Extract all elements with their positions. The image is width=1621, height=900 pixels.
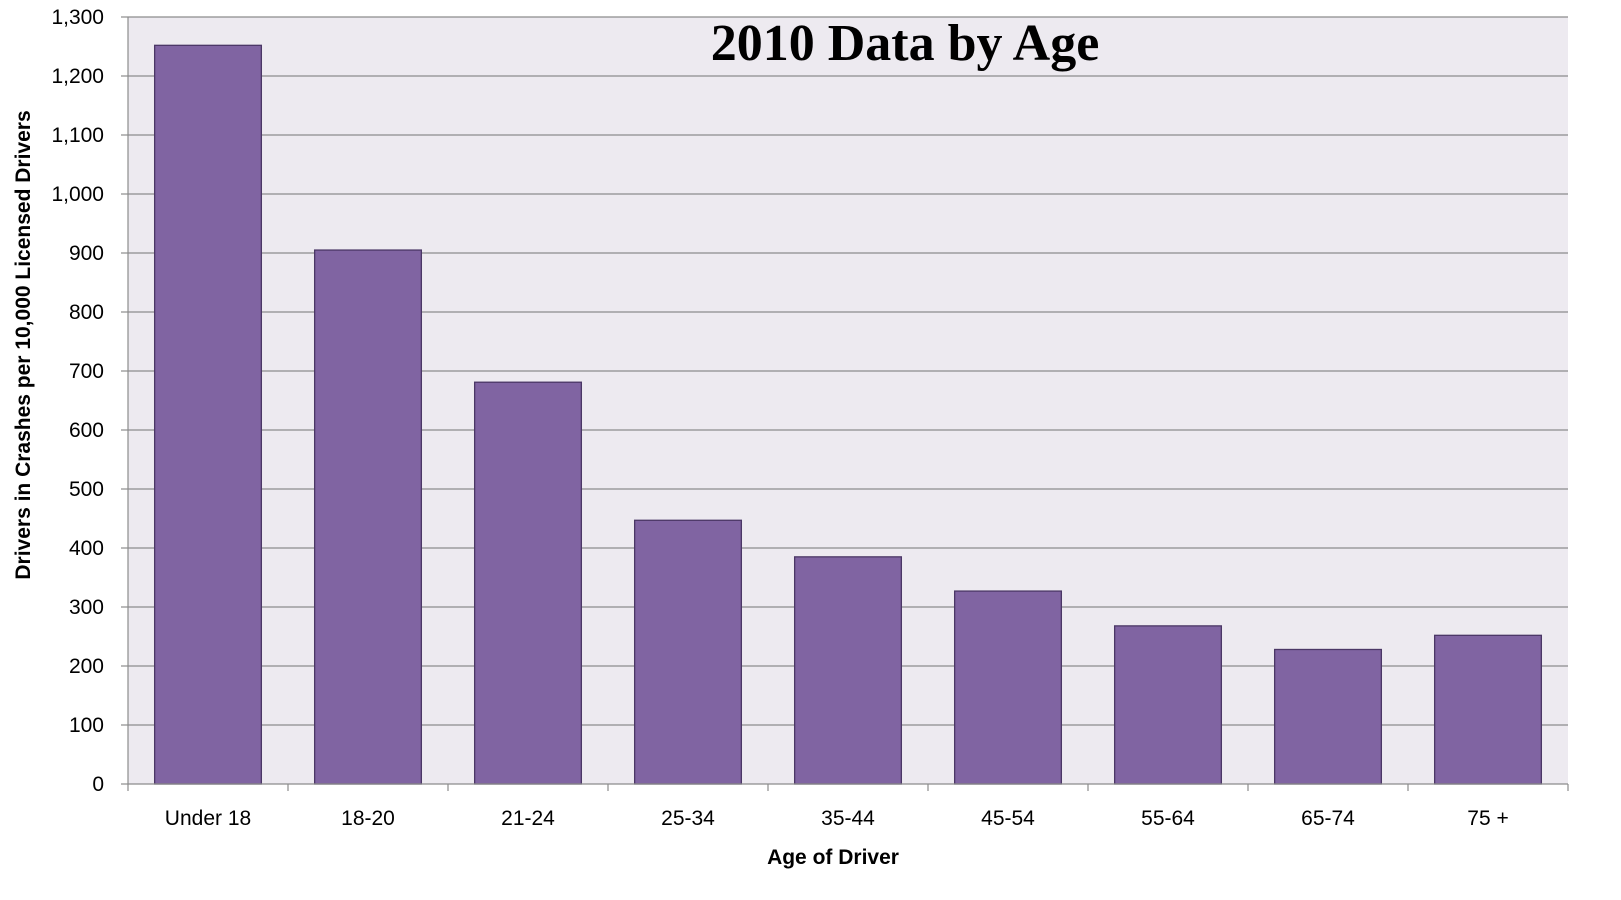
y-tick-label: 200 [69, 655, 104, 678]
x-tick-label: 21-24 [501, 807, 555, 830]
x-tick-label: 25-34 [661, 807, 715, 830]
y-tick-label: 0 [92, 773, 104, 796]
x-tick-label: 45-54 [981, 807, 1035, 830]
bar-55-64 [1113, 625, 1223, 785]
x-tick-label: 18-20 [341, 807, 395, 830]
y-tick-label: 700 [69, 360, 104, 383]
bar-21-24 [473, 381, 583, 785]
x-tick-label: 75 + [1467, 807, 1508, 830]
y-tick-label: 300 [69, 596, 104, 619]
bar-35-44 [793, 556, 903, 785]
bar-under-18 [153, 44, 263, 785]
y-tick-labels: 0 100 200 300 400 500 600 700 800 900 1,000 1,100 1,… [51, 6, 104, 796]
y-tick-label: 100 [69, 714, 104, 737]
chart-title: 2010 Data by Age [711, 15, 1100, 72]
x-axis-title: Age of Driver [767, 846, 899, 869]
y-tick-label: 400 [69, 537, 104, 560]
y-tick-label: 1,200 [51, 65, 104, 88]
x-tick-labels: Under 18 18-20 21-24 25-34 35-44 45-54 55-64 65… [165, 807, 1509, 830]
y-axis-title: Drivers in Crashes per 10,000 Licensed D… [12, 110, 35, 579]
bar-25-34 [633, 519, 743, 785]
y-tick-label: 800 [69, 301, 104, 324]
x-tick-label: 55-64 [1141, 807, 1195, 830]
bars [153, 44, 1543, 785]
y-tick-label: 500 [69, 478, 104, 501]
bar-45-54 [953, 590, 1063, 785]
bar-75 [1433, 634, 1543, 785]
x-tick-label: 35-44 [821, 807, 875, 830]
y-tick-label: 1,100 [51, 124, 104, 147]
x-tick-label: 65-74 [1301, 807, 1355, 830]
y-tick-label: 1,300 [51, 6, 104, 29]
x-tick-label: Under 18 [165, 807, 251, 830]
y-tick-label: 1,000 [51, 183, 104, 206]
axes [121, 16, 1569, 791]
bar-65-74 [1273, 648, 1383, 785]
y-tick-label: 600 [69, 419, 104, 442]
y-tick-label: 900 [69, 242, 104, 265]
bar-18-20 [313, 249, 423, 785]
